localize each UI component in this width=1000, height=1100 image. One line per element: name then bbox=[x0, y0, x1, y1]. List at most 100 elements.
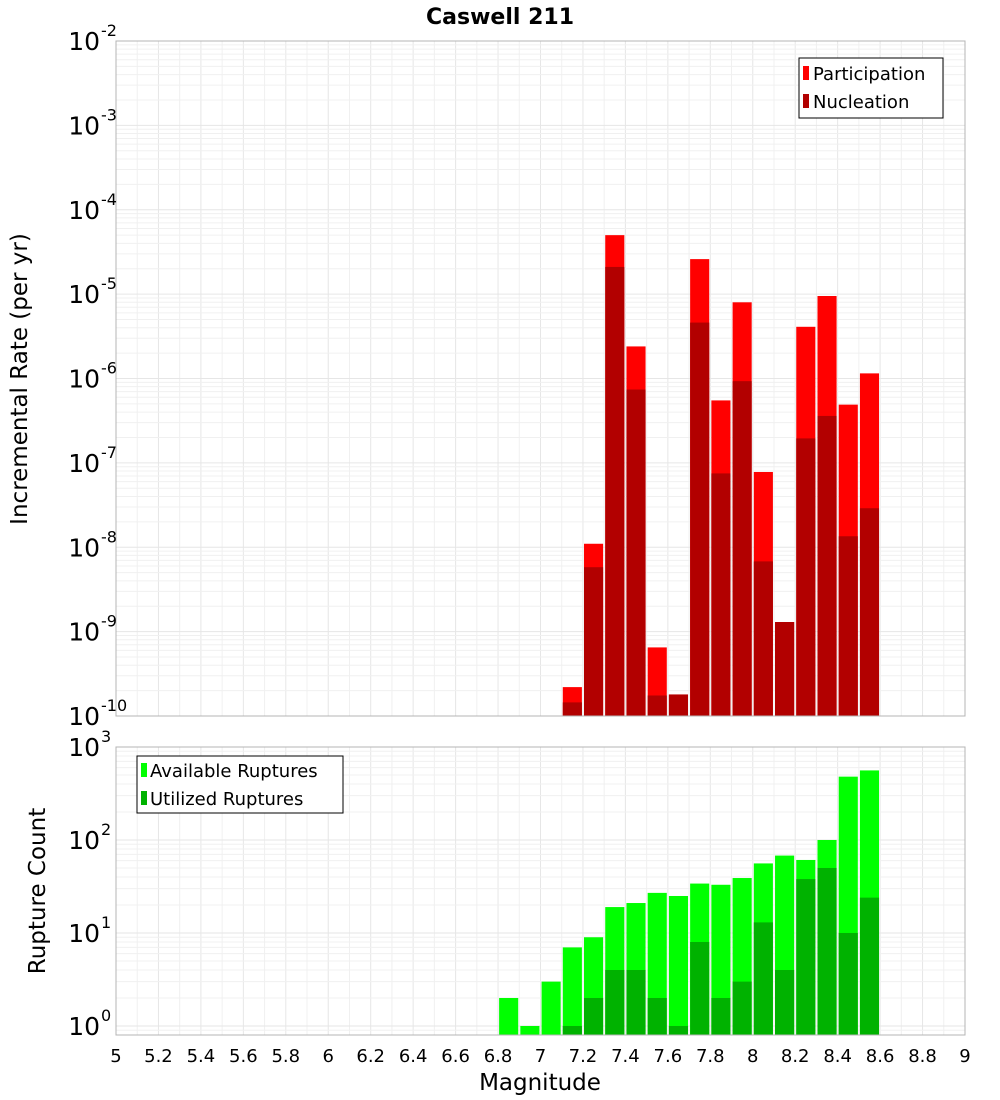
x-tick-label: 8.8 bbox=[908, 1046, 937, 1067]
top-y-ticks: 10-210-310-410-510-610-710-810-910-10 bbox=[68, 21, 127, 731]
bottom-bar-utilized-ruptures bbox=[775, 969, 795, 1035]
bottom-bar-utilized-ruptures bbox=[732, 981, 752, 1035]
x-tick-label: 7.6 bbox=[654, 1046, 683, 1067]
legend-label-participation: Participation bbox=[813, 64, 925, 85]
bottom-y-tick-exponent: 3 bbox=[101, 727, 111, 746]
bottom-bar-utilized-ruptures bbox=[796, 879, 816, 1035]
top-y-tick-exponent: -8 bbox=[101, 527, 117, 546]
x-tick-label: 5 bbox=[110, 1046, 121, 1067]
bottom-bar-available-ruptures bbox=[520, 1025, 540, 1035]
bottom-y-tick-label: 10 bbox=[68, 733, 100, 762]
chart-title: Caswell 211 bbox=[426, 5, 574, 30]
bottom-bars bbox=[499, 770, 880, 1035]
x-tick-label: 9 bbox=[959, 1046, 970, 1067]
bottom-bar-available-ruptures bbox=[562, 947, 582, 1035]
x-tick-label: 5.2 bbox=[144, 1046, 173, 1067]
top-bar-nucleation bbox=[732, 381, 752, 716]
bottom-bar-available-ruptures bbox=[668, 895, 689, 1035]
bottom-bar-utilized-ruptures bbox=[838, 932, 858, 1035]
top-y-tick-label: 10 bbox=[68, 196, 100, 225]
legend-label-utilized: Utilized Ruptures bbox=[150, 789, 303, 810]
top-bar-nucleation bbox=[647, 695, 667, 716]
bottom-bar-utilized-ruptures bbox=[690, 942, 710, 1035]
bottom-bar-utilized-ruptures bbox=[562, 1025, 582, 1035]
top-bar-nucleation bbox=[838, 536, 858, 716]
bottom-bar-utilized-ruptures bbox=[584, 997, 604, 1035]
bottom-y-tick-label: 10 bbox=[68, 1012, 100, 1041]
bottom-bar-available-ruptures bbox=[541, 981, 561, 1035]
x-tick-label: 5.4 bbox=[187, 1046, 216, 1067]
bottom-bar-utilized-ruptures bbox=[647, 997, 667, 1035]
top-y-tick-label: 10 bbox=[68, 618, 100, 647]
bottom-bar-utilized-ruptures bbox=[626, 969, 646, 1035]
x-tick-label: 6 bbox=[323, 1046, 334, 1067]
x-tick-label: 5.6 bbox=[229, 1046, 258, 1067]
bottom-plot-frame bbox=[115, 746, 966, 1036]
x-tick-label: 8.4 bbox=[823, 1046, 852, 1067]
x-tick-label: 5.8 bbox=[271, 1046, 300, 1067]
bottom-bar-available-ruptures bbox=[711, 884, 731, 1035]
x-tick-label: 6.8 bbox=[484, 1046, 513, 1067]
top-y-tick-exponent: -2 bbox=[101, 21, 117, 40]
top-bars bbox=[562, 235, 880, 716]
x-tick-label: 7.8 bbox=[696, 1046, 725, 1067]
x-tick-label: 8.6 bbox=[866, 1046, 895, 1067]
bottom-bar-utilized-ruptures bbox=[817, 867, 837, 1035]
top-y-tick-label: 10 bbox=[68, 449, 100, 478]
top-y-tick-exponent: -6 bbox=[101, 359, 117, 378]
top-y-tick-label: 10 bbox=[68, 702, 100, 731]
bottom-y-tick-exponent: 1 bbox=[101, 913, 111, 932]
legend-swatch-available bbox=[141, 763, 147, 777]
bottom-y-tick-exponent: 2 bbox=[101, 820, 111, 839]
top-y-tick-exponent: -3 bbox=[101, 105, 117, 124]
x-axis-label: Magnitude bbox=[479, 1070, 601, 1096]
top-bar-nucleation bbox=[796, 438, 816, 716]
x-tick-label: 7.4 bbox=[611, 1046, 640, 1067]
top-y-tick-label: 10 bbox=[68, 111, 100, 140]
x-tick-label: 8 bbox=[747, 1046, 758, 1067]
x-tick-label: 7.2 bbox=[569, 1046, 598, 1067]
x-tick-label: 6.2 bbox=[356, 1046, 385, 1067]
top-plot: 10-210-310-410-510-610-710-810-910-10 In… bbox=[7, 21, 966, 731]
top-y-axis-label: Incremental Rate (per yr) bbox=[7, 233, 33, 525]
top-plot-frame bbox=[115, 40, 966, 717]
top-bar-nucleation bbox=[605, 266, 625, 716]
top-bar-nucleation bbox=[584, 567, 604, 716]
top-legend-box bbox=[798, 57, 944, 119]
bottom-legend: Available Ruptures Utilized Ruptures bbox=[136, 755, 344, 814]
legend-swatch-participation bbox=[803, 66, 809, 80]
bottom-legend-box bbox=[136, 755, 344, 814]
bottom-bar-utilized-ruptures bbox=[859, 897, 880, 1035]
bottom-y-axis-label: Rupture Count bbox=[25, 808, 51, 974]
top-grid bbox=[115, 40, 966, 717]
top-y-tick-label: 10 bbox=[68, 365, 100, 394]
top-bar-nucleation bbox=[817, 415, 837, 716]
top-y-tick-exponent: -9 bbox=[101, 612, 117, 631]
x-tick-label: 7 bbox=[535, 1046, 546, 1067]
x-ticks: 5 5.2 5.4 5.6 5.8 6 6.2 6.4 6.6 6.8 7 7.2 7.4 7.6 7.8 8… bbox=[110, 1046, 970, 1067]
bottom-bar-utilized-ruptures bbox=[753, 922, 773, 1035]
legend-swatch-nucleation bbox=[803, 94, 809, 108]
bottom-y-tick-exponent: 0 bbox=[101, 1006, 111, 1025]
legend-label-available: Available Ruptures bbox=[150, 761, 318, 782]
top-y-tick-label: 10 bbox=[68, 27, 100, 56]
bottom-y-tick-label: 10 bbox=[68, 826, 100, 855]
legend-label-nucleation: Nucleation bbox=[813, 92, 909, 113]
top-y-tick-exponent: -10 bbox=[101, 696, 127, 715]
top-bar-nucleation bbox=[775, 622, 795, 716]
top-y-tick-label: 10 bbox=[68, 280, 100, 309]
top-bar-nucleation bbox=[562, 702, 582, 716]
top-bar-nucleation bbox=[668, 694, 689, 716]
top-bar-nucleation bbox=[753, 561, 773, 716]
top-y-tick-exponent: -4 bbox=[101, 190, 117, 209]
top-legend: Participation Nucleation bbox=[798, 57, 944, 119]
x-tick-label: 8.2 bbox=[781, 1046, 810, 1067]
bottom-bar-utilized-ruptures bbox=[605, 969, 625, 1035]
top-y-tick-exponent: -7 bbox=[101, 443, 117, 462]
bottom-bar-utilized-ruptures bbox=[711, 997, 731, 1035]
x-tick-label: 6.4 bbox=[399, 1046, 428, 1067]
top-bar-nucleation bbox=[711, 473, 731, 716]
